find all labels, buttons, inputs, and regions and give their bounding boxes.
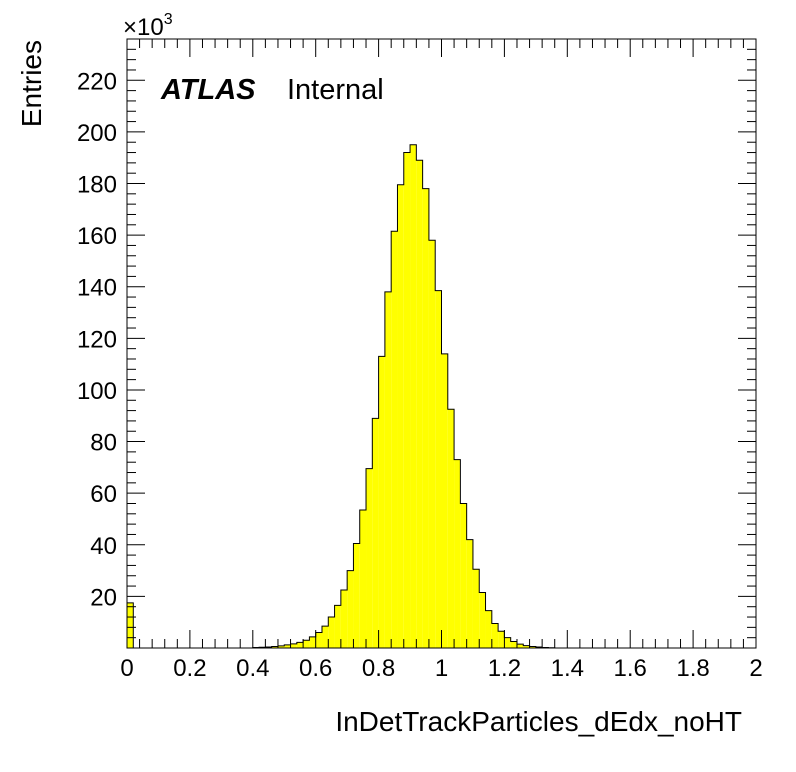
y-tick-labels: 20 40 60 80 100 120 140 160 180 200 220 [77,68,117,611]
y-tick-label: 180 [77,172,117,199]
x-tick-label: 0.2 [173,655,206,682]
histogram-bar [529,646,536,648]
histogram-bar [372,418,379,648]
x-tick-label: 1.8 [676,655,709,682]
x-tick-label: 0.8 [362,655,395,682]
histogram-bar [309,636,316,648]
histogram-bar [340,589,348,648]
y-tick-label: 120 [77,326,117,353]
histogram-bar [334,605,341,648]
histogram-bar [397,184,404,649]
histogram-bar [466,539,473,648]
histogram-bar [315,632,322,648]
histogram-bar [359,509,367,648]
x-tick-label: 0.6 [299,655,332,682]
x-tick-label: 1.4 [551,655,584,682]
histogram-bar [321,626,329,648]
atlas-label: ATLAS [160,74,256,106]
histogram-bar [454,459,461,648]
histogram-bar [410,144,417,648]
histogram-bar [460,503,467,648]
histogram-bar [422,188,429,648]
plot-frame [126,38,757,649]
histogram-bar [535,646,543,648]
histogram-bar [391,231,398,649]
y-axis-title: Entries [16,40,47,127]
histogram-bar [384,291,392,648]
x-tick-label: 1.2 [488,655,521,682]
x-tick-label: 1.6 [614,655,647,682]
x-tick-label: 0.4 [236,655,269,682]
histogram-bar [347,570,354,648]
histogram-bar [491,623,499,648]
histogram-bar [416,160,423,648]
histogram-bar [271,646,278,648]
x-tick-label: 2 [749,655,762,682]
histogram-bar [428,240,436,648]
y-tick-label: 220 [77,68,117,95]
y-tick-label: 160 [77,223,117,250]
y-tick-label: 40 [90,533,117,560]
histogram-bar [485,610,492,648]
histogram-bar [435,290,442,648]
histogram-bar [353,543,360,648]
histogram-bar [516,644,524,648]
x-tick-labels: 0 0.2 0.4 0.6 0.8 1 1.2 1.4 1.6 1.8 2 [120,655,762,682]
y-tick-label: 140 [77,275,117,302]
x-tick-label: 1 [435,655,448,682]
y-tick-label: 60 [90,481,117,508]
histogram-bar [504,637,511,648]
y-tick-label: 20 [90,584,117,611]
histogram-bar [510,641,517,648]
histogram-bar [479,592,486,648]
y-multiplier-label: ×103 [123,11,173,41]
histogram-bar [328,617,335,648]
histogram-bar [296,642,304,648]
histogram-bar [366,468,373,648]
histogram-bar [265,646,272,648]
axis-ticks [126,38,757,648]
y-tick-label: 80 [90,430,117,457]
histogram-bar [523,645,530,648]
histogram-bar [447,409,455,648]
y-tick-label: 200 [77,120,117,147]
y-tick-label: 100 [77,378,117,405]
histogram-bar [498,631,505,648]
histogram-bar [277,645,285,648]
x-axis-title: InDetTrackParticles_dEdx_noHT [335,706,742,737]
histogram-bar [472,569,480,648]
histogram-bar [403,152,411,649]
histogram-bar [290,643,297,648]
atlas-status-label: Internal [287,74,384,106]
histogram-bar [284,644,291,648]
x-tick-label: 0 [120,655,133,682]
histogram-bars [127,144,555,649]
histogram-bar [303,640,310,648]
histogram-bar [127,602,134,648]
histogram-bar [378,356,385,648]
histogram-bar [441,353,448,648]
